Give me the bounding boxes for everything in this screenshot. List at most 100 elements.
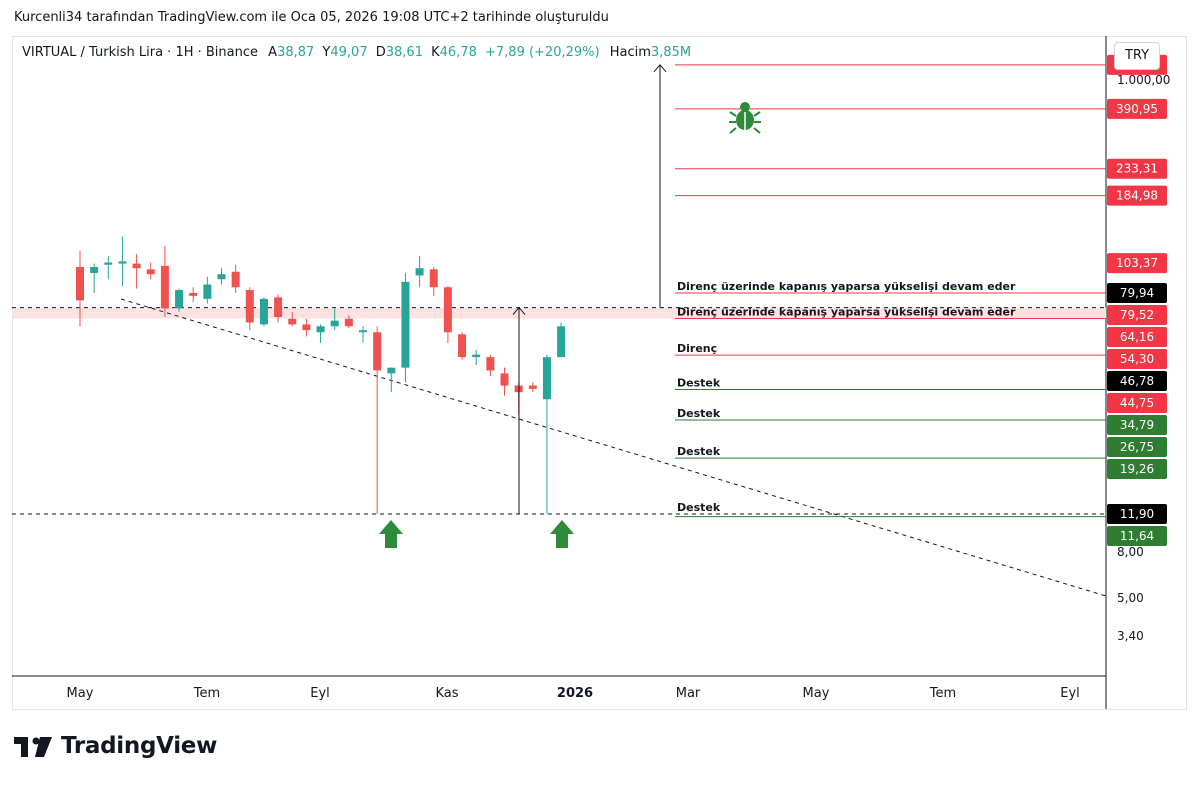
annotation-5: Destek (677, 445, 721, 458)
x-tick-label: May (67, 686, 94, 701)
high-value: 49,07 (330, 45, 368, 60)
candle-24 (415, 255, 424, 288)
candle-4 (132, 253, 141, 289)
x-tick-label: Eyl (310, 686, 330, 701)
price-label-text: 44,75 (1120, 396, 1154, 410)
candle-30 (500, 367, 509, 396)
candle-11 (231, 264, 240, 293)
candle-2 (104, 255, 113, 280)
candle-body (132, 263, 141, 269)
low-label: D (375, 45, 386, 60)
candle-body (500, 373, 509, 386)
price-label-bg (1107, 98, 1167, 119)
x-tick-label: Mar (676, 686, 701, 701)
candle-32 (528, 382, 537, 393)
candle-body (429, 269, 438, 288)
candle-8 (189, 287, 198, 302)
price-label-bg (1107, 253, 1167, 274)
chart-caption: Kurcenli34 tarafından TradingView.com il… (14, 10, 609, 25)
candle-13 (259, 297, 268, 327)
x-tick-label: Tem (929, 686, 956, 701)
candle-body (557, 326, 566, 358)
price-label-5: 79,94 (1107, 283, 1167, 303)
candle-body (160, 265, 169, 309)
candle-body (217, 274, 226, 280)
y-tick-label: 1.000,00 (1117, 73, 1170, 87)
price-label-15: 11,64 (1107, 526, 1167, 546)
price-label-text: 26,75 (1120, 440, 1154, 454)
price-label-bg (1107, 526, 1167, 546)
price-label-text: 11,90 (1120, 507, 1154, 521)
candle-body (231, 271, 240, 288)
price-label-text: 79,52 (1120, 308, 1154, 322)
candle-body (288, 318, 297, 325)
x-tick-label: Kas (435, 686, 458, 701)
candle-7 (175, 288, 184, 312)
price-label-4: 103,37 (1107, 253, 1167, 274)
open-value: 38,87 (277, 45, 315, 60)
candle-body (486, 357, 495, 371)
price-label-bg (1107, 393, 1167, 413)
annotation-6: Destek (677, 501, 721, 514)
candle-body (344, 318, 353, 327)
candle-body (302, 324, 311, 331)
candle-body (401, 281, 410, 368)
arrow-head (653, 64, 667, 73)
candle-20 (359, 326, 367, 343)
price-label-text: 184,98 (1116, 189, 1158, 203)
low-value: 38,61 (385, 45, 423, 60)
candle-body (387, 367, 396, 374)
candle-23 (401, 272, 410, 383)
close-label: K (431, 45, 440, 60)
symbol-name[interactable]: VIRTUAL / Turkish Lira · 1H · Binance (22, 45, 259, 60)
candle-27 (458, 332, 467, 360)
candle-body (259, 298, 268, 325)
bug-head (740, 102, 750, 112)
candle-body (146, 269, 155, 275)
candle-body (118, 261, 127, 264)
price-label-bg (1107, 415, 1167, 435)
price-label-7: 64,16 (1107, 327, 1167, 347)
price-label-bg (1107, 437, 1167, 457)
candle-body (245, 290, 254, 323)
volume-value: 3,85M (650, 45, 692, 60)
candle-body (359, 330, 367, 333)
price-label-bg (1107, 371, 1167, 391)
price-label-text: 103,37 (1116, 256, 1158, 270)
candle-body (330, 320, 339, 327)
price-label-2: 233,31 (1107, 158, 1167, 179)
currency-button[interactable]: TRY (1114, 42, 1160, 70)
candle-body (542, 357, 551, 400)
candle-body (90, 267, 99, 273)
price-label-bg (1107, 349, 1167, 369)
price-label-text: 390,95 (1116, 102, 1158, 116)
resistance-zone (12, 307, 1106, 319)
x-tick-label: Tem (193, 686, 220, 701)
price-label-12: 26,75 (1107, 437, 1167, 457)
price-label-10: 44,75 (1107, 393, 1167, 413)
bug-leg (753, 111, 761, 117)
volume-label: Hacim (609, 45, 651, 60)
candle-body (458, 334, 467, 358)
candle-3 (118, 236, 127, 286)
price-label-11: 34,79 (1107, 415, 1167, 435)
candle-body (316, 326, 325, 333)
candle-28 (472, 349, 481, 365)
arrow-up-icon (550, 520, 574, 548)
bug-icon (729, 102, 761, 134)
price-label-9: 46,78 (1107, 371, 1167, 391)
target-arrow-2 (653, 64, 667, 308)
annotation-2: Direnç (677, 342, 717, 355)
bug-leg (729, 127, 737, 134)
candle-29 (486, 354, 495, 377)
price-label-bg (1107, 459, 1167, 479)
y-tick-label: 5,00 (1117, 591, 1144, 605)
price-label-text: 34,79 (1120, 418, 1154, 432)
price-label-text: 11,64 (1120, 529, 1154, 543)
candle-6 (160, 245, 169, 318)
high-label: Y (322, 45, 331, 60)
candle-10 (217, 268, 226, 285)
candle-1 (90, 263, 99, 293)
price-label-text: 54,30 (1120, 352, 1154, 366)
